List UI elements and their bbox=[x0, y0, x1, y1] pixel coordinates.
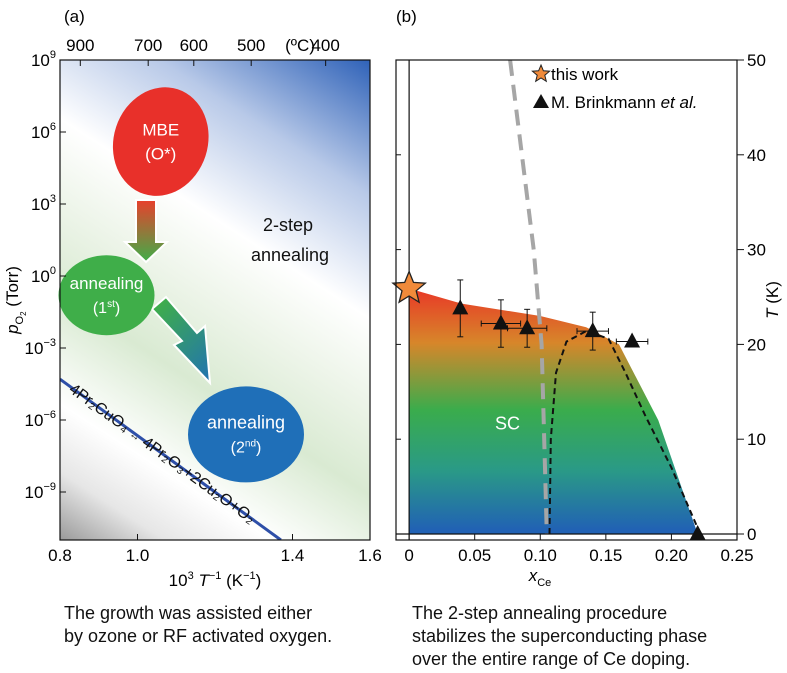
panel-b-xlabel: xCe bbox=[528, 566, 552, 589]
y-tick-label: 109 bbox=[31, 49, 56, 70]
panel-a: (a) 4Pr₂CuO₄ ↔ 4Pr₂O₃+2Cu₂O+O₂ MBE (O*) … bbox=[3, 7, 382, 590]
panel-b-ylabel: T (K) bbox=[763, 281, 782, 319]
region-label-2step-line2: annealing bbox=[251, 245, 329, 265]
legend-triangle-marker bbox=[533, 94, 549, 108]
mbe-label: MBE bbox=[142, 121, 179, 140]
x-tick-label: 0.15 bbox=[589, 546, 622, 565]
panel-a-top-ticks: 900 700 600 500 400 bbox=[66, 36, 340, 66]
x-tick-label: 1.4 bbox=[281, 546, 305, 565]
top-tick-label: 600 bbox=[180, 36, 208, 55]
anneal1-ellipse bbox=[58, 255, 155, 336]
top-tick-label: 400 bbox=[311, 36, 339, 55]
panel-a-frame bbox=[59, 59, 371, 541]
panel-b-frame bbox=[395, 59, 738, 541]
y-tick-label: 0 bbox=[747, 525, 756, 544]
x-tick-label: 0.05 bbox=[458, 546, 491, 565]
x-tick-label: 0.20 bbox=[655, 546, 688, 565]
mbe-ellipse bbox=[112, 87, 209, 196]
y-tick-label: 10−6 bbox=[25, 409, 56, 430]
panel-a-xlabel: 103 T−1 (K−1) bbox=[169, 570, 262, 590]
region-label-2step-line1: 2-step bbox=[263, 215, 313, 235]
star-point bbox=[391, 269, 427, 304]
anneal1-sublabel: (1st) bbox=[93, 299, 120, 317]
caption-right-line-1: The 2-step annealing procedure bbox=[412, 603, 668, 623]
y-tick-label: 106 bbox=[31, 121, 56, 142]
triangle-point bbox=[584, 322, 601, 338]
y-tick-label: 40 bbox=[747, 146, 766, 165]
panel-b-data-points bbox=[391, 269, 706, 540]
top-tick-label: 500 bbox=[237, 36, 265, 55]
caption-right-line-3: over the entire range of Ce doping. bbox=[412, 649, 691, 669]
anneal2-sublabel: (2nd) bbox=[231, 438, 262, 456]
legend-this-work: this work bbox=[551, 65, 619, 84]
legend-star-marker bbox=[531, 63, 551, 83]
triangle-point bbox=[689, 525, 706, 540]
blob-anneal2: annealing (2nd) bbox=[188, 386, 304, 483]
x-tick-label: 0 bbox=[404, 546, 413, 565]
gray-dashed-line bbox=[508, 60, 549, 535]
triangle-point bbox=[624, 332, 641, 348]
y-tick-label: 50 bbox=[747, 51, 766, 70]
y-tick-label: 103 bbox=[31, 193, 56, 214]
caption-right: The 2-step annealing procedure stabilize… bbox=[412, 602, 772, 671]
x-tick-label: 1.6 bbox=[358, 546, 382, 565]
y-tick-label: 100 bbox=[31, 265, 56, 286]
arrow-anneal1-to-anneal2 bbox=[150, 295, 212, 386]
panel-b: (b) SC this work M. Brinkmann et al. 0 0.… bbox=[391, 7, 782, 589]
panel-a-top-unit: (ºC) bbox=[285, 36, 315, 55]
top-tick-label: 900 bbox=[66, 36, 94, 55]
y-tick-label: 10−9 bbox=[25, 481, 56, 502]
y-tick-label: 10 bbox=[747, 430, 766, 449]
panel-b-label: (b) bbox=[396, 7, 417, 26]
dashed-phase-boundary bbox=[548, 330, 702, 535]
decomposition-boundary-line bbox=[60, 377, 282, 540]
anneal2-label: annealing bbox=[207, 412, 285, 432]
sc-region-label: SC bbox=[495, 414, 520, 434]
x-tick-label: 1.0 bbox=[126, 546, 150, 565]
panel-b-y-ticks: 0 10 20 30 40 50 bbox=[396, 51, 766, 544]
blob-mbe: MBE (O*) bbox=[112, 87, 209, 196]
y-tick-label: 10−3 bbox=[25, 337, 56, 358]
figure: (a) 4Pr₂CuO₄ ↔ 4Pr₂O₃+2Cu₂O+O₂ MBE (O*) … bbox=[3, 7, 782, 590]
x-tick-label: 0.8 bbox=[48, 546, 72, 565]
panel-a-x-ticks: 0.8 1.0 1.4 1.6 bbox=[48, 534, 382, 565]
panel-b-x-ticks: 0 0.05 0.10 0.15 0.20 0.25 bbox=[404, 534, 754, 565]
triangle-point bbox=[492, 314, 509, 330]
blob-anneal1: annealing (1st) bbox=[58, 255, 155, 336]
panel-a-y-ticks: 109 106 103 100 10−3 10−6 10−9 bbox=[25, 49, 66, 502]
caption-left-line-2: by ozone or RF activated oxygen. bbox=[64, 626, 333, 646]
legend-brinkmann: M. Brinkmann et al. bbox=[551, 93, 697, 112]
panel-a-ylabel: pO2 (Torr) bbox=[3, 266, 28, 335]
y-tick-label: 30 bbox=[747, 241, 766, 260]
top-tick-label: 700 bbox=[134, 36, 162, 55]
panel-b-legend: this work M. Brinkmann et al. bbox=[531, 63, 697, 112]
triangle-point bbox=[452, 299, 469, 315]
caption-right-line-2: stabilizes the superconducting phase bbox=[412, 626, 708, 646]
mbe-sublabel: (O*) bbox=[145, 145, 176, 164]
x-tick-label: 0.10 bbox=[524, 546, 557, 565]
x-tick-label: 0.25 bbox=[720, 546, 753, 565]
y-tick-label: 20 bbox=[747, 335, 766, 354]
anneal1-label: annealing bbox=[70, 274, 144, 293]
triangle-point bbox=[519, 319, 536, 335]
caption-left: The growth was assisted either by ozone … bbox=[64, 602, 394, 648]
arrow-mbe-to-anneal1 bbox=[122, 199, 170, 264]
caption-left-line-1: The growth was assisted either bbox=[64, 603, 313, 623]
panel-a-label: (a) bbox=[64, 7, 85, 26]
anneal2-ellipse bbox=[188, 386, 304, 483]
